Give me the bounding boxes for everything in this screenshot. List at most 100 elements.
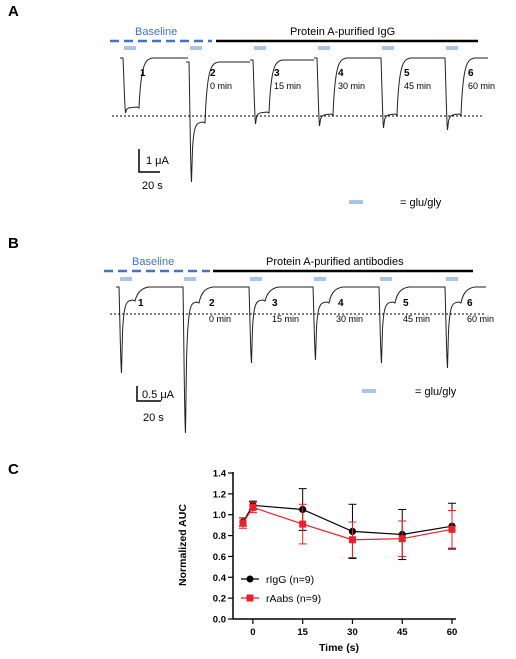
panel-a-scale-current: 1 μA [146,155,170,167]
panel-b-legend-text: = glu/gly [415,386,457,398]
panel-c: C 0.0 0.2 0.4 0.6 0.8 1.0 1.2 1.4 0 15 30 45 60 Nor… [8,461,457,654]
y-tick-label: 0.8 [213,531,226,542]
panel-b-treatment-label: Protein A-purified antibodies [266,256,404,268]
panel-b-current-trace [116,286,182,374]
series-line [242,504,453,536]
panel-a-time-label: 60 min [468,81,495,91]
panel-b-scale-current: 0.5 μA [142,389,175,401]
panel-a-treatment-label: Protein A-purified IgG [290,26,395,38]
panel-b-scale-bar [136,386,161,402]
panel-b-glu-bar [184,277,196,281]
y-tick-label: 0.0 [213,615,226,626]
legend-label-rigg: rIgG (n=9) [266,574,314,586]
panel-a-glu-bars [124,46,458,50]
series-raabs [238,501,456,558]
x-tick-label: 60 [447,627,458,638]
panel-a-glu-bar [318,46,330,50]
panel-a: A Baseline Protein A-purified IgG 1 2 3 … [8,3,495,209]
panel-b-legend-swatch [362,389,376,393]
panel-a-glu-bar [190,46,202,50]
panel-a-baseline-label: Baseline [135,26,177,38]
panel-b-trace-number: 3 [272,298,278,309]
panel-a-time-label: 0 min [210,81,232,91]
data-point [398,535,406,543]
x-tick-label: 45 [397,627,408,638]
panel-a-letter: A [8,3,19,20]
x-tick-label: 0 [250,627,255,638]
panel-a-glu-bar [382,46,394,50]
legend-label-raabs: rAabs (n=9) [266,593,321,605]
panel-a-trace-number: 5 [404,68,410,79]
panel-b-glu-bar [120,277,132,281]
panel-a-glu-bar [124,46,136,50]
legend: rIgG (n=9) rAabs (n=9) [241,574,321,605]
y-tick-label: 1.2 [213,489,226,500]
y-tick-label: 1.4 [213,469,227,480]
y-tick-label: 0.4 [213,573,227,584]
panel-b-trace-number: 5 [403,298,409,309]
panel-a-trace-number: 6 [468,68,474,79]
x-tick-label: 30 [347,627,358,638]
panel-b-letter: B [8,235,19,252]
panel-b-glu-bars [120,277,458,281]
data-point [299,520,307,528]
panel-a-trace-number: 2 [210,68,216,79]
x-tick-label: 15 [297,627,308,638]
panel-a-scale-time: 20 s [142,180,163,192]
panel-b-glu-bar [314,277,326,281]
panel-b-traces [116,286,486,434]
panel-a-trace-number: 3 [274,68,280,79]
chart-series [238,488,456,561]
panel-b-time-label: 0 min [209,314,231,324]
y-tick-label: 0.6 [213,552,226,563]
panel-b-time-label: 45 min [403,314,430,324]
panel-a-legend-swatch [349,200,363,204]
legend-marker-rigg [246,575,254,583]
panel-b-trace-number: 2 [209,298,215,309]
panel-a-current-trace [314,57,380,127]
panel-b-baseline-label: Baseline [132,256,174,268]
panel-a-current-trace [378,57,444,129]
panel-b: B Baseline Protein A-purified antibodies… [8,235,494,434]
x-axis-ticks: 0 15 30 45 60 [250,619,457,638]
panel-a-scale-bar [138,149,160,173]
panel-a-trace-number: 4 [338,68,344,79]
panel-a-glu-bar [446,46,458,50]
auc-chart: 0.0 0.2 0.4 0.6 0.8 1.0 1.2 1.4 0 15 30 45 60 Norma… [177,469,457,655]
panel-a-trace-number: 1 [140,68,146,79]
panel-a-current-trace [250,59,314,125]
panel-c-letter: C [8,461,19,478]
panel-b-current-trace [246,286,310,364]
panel-b-current-trace [376,286,442,364]
panel-b-time-label: 60 min [467,314,494,324]
y-axis-label: Normalized AUC [177,504,189,586]
panel-a-current-trace [120,57,188,114]
panel-b-glu-bar [250,277,262,281]
series-line [242,506,453,541]
panel-a-traces [120,57,488,183]
panel-b-glu-bar [446,277,458,281]
panel-a-time-label: 45 min [404,81,431,91]
panel-a-current-trace [442,57,488,131]
y-tick-label: 1.0 [213,510,226,521]
panel-b-trace-number: 4 [338,298,344,309]
panel-a-time-label: 15 min [274,81,301,91]
data-point [249,503,257,511]
panel-b-time-label: 30 min [336,314,363,324]
x-axis-label: Time (s) [319,642,359,654]
series-rigg [238,488,456,561]
panel-a-time-label: 30 min [338,81,365,91]
panel-b-trace-number: 6 [467,298,473,309]
y-axis-ticks: 0.0 0.2 0.4 0.6 0.8 1.0 1.2 1.4 [213,469,233,626]
panel-b-scale-time: 20 s [143,412,164,424]
panel-b-trace-number: 1 [138,298,144,309]
data-point [239,519,247,527]
panel-b-current-trace [442,286,486,369]
panel-a-legend-text: = glu/gly [400,197,442,209]
panel-b-current-trace [310,286,376,361]
panel-b-current-trace [180,286,246,434]
panel-b-time-label: 15 min [272,314,299,324]
panel-b-glu-bar [380,277,392,281]
panel-a-current-trace [186,61,250,183]
